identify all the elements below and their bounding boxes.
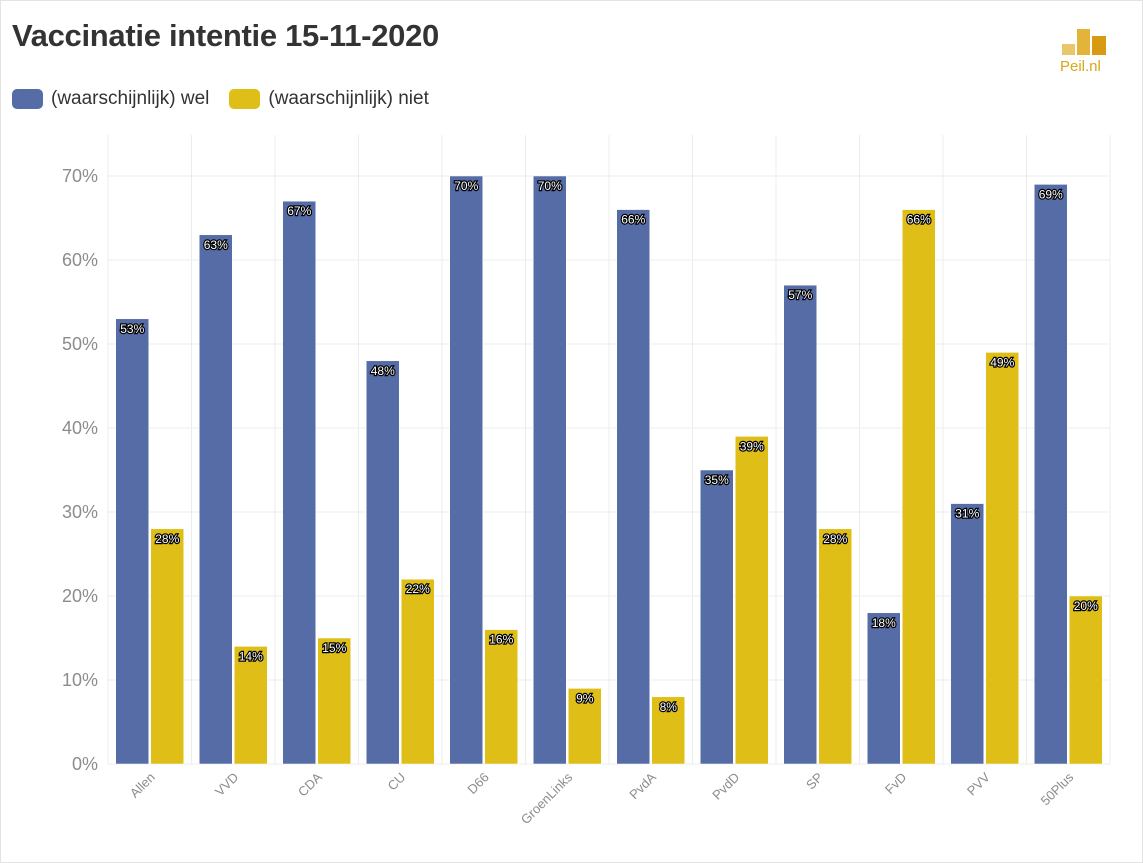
data-label: 8% [660,700,678,714]
data-label: 66% [907,213,931,227]
data-label: 28% [155,532,179,546]
chart-legend: (waarschijnlijk) wel (waarschijnlijk) ni… [12,88,449,110]
data-label: 28% [823,532,847,546]
data-label: 35% [705,473,729,487]
bar-wel [199,234,233,765]
bar-niet [902,209,936,765]
y-tick-label: 20% [62,586,98,606]
x-tick-label: VVD [212,770,242,800]
legend-label-wel: (waarschijnlijk) wel [51,88,210,109]
bar-niet [985,352,1019,765]
bar-wel [366,360,400,765]
x-tick-label: SP [803,770,826,793]
y-tick-label: 10% [62,670,98,690]
y-tick-label: 50% [62,334,98,354]
data-label: 15% [322,641,346,655]
x-tick-label: CDA [295,769,325,799]
data-label: 14% [239,649,263,663]
bar-niet [735,436,769,765]
bar-wel [616,209,650,765]
bar-niet [1069,595,1103,765]
data-label: 63% [204,238,228,252]
y-tick-label: 60% [62,250,98,270]
data-label: 66% [621,213,645,227]
bar-wel [282,200,316,765]
bar-wel [783,284,817,765]
data-label: 70% [538,179,562,193]
bar-niet [651,696,685,765]
y-tick-label: 70% [62,166,98,186]
chart-title: Vaccinatie intentie 15-11-2020 [12,18,439,53]
x-tick-label: CU [384,770,408,794]
brand-name: Peil.nl [1060,58,1101,75]
data-label: 9% [576,691,594,705]
y-tick-label: 30% [62,502,98,522]
x-tick-label: 50Plus [1038,769,1077,808]
data-label: 31% [955,507,979,521]
bar-wel [867,612,901,765]
bar-niet [234,646,268,765]
data-label: 53% [120,322,144,336]
legend-swatch-wel [12,89,43,109]
data-label: 16% [489,633,513,647]
bar-wel [700,469,734,765]
x-tick-label: GroenLinks [518,769,576,827]
legend-item-wel[interactable]: (waarschijnlijk) wel [12,88,209,110]
bar-wel [115,318,149,765]
data-label: 39% [740,439,764,453]
y-tick-label: 40% [62,418,98,438]
x-tick-label: PVV [964,769,993,798]
bar-wel [533,175,567,765]
data-label: 48% [371,364,395,378]
bar-wel [1034,184,1068,765]
x-tick-label: PvdA [626,769,659,802]
y-tick-label: 0% [72,754,98,774]
peil-logo-icon [1058,26,1112,76]
bar-niet [484,629,518,765]
x-tick-label: Allen [127,770,158,801]
data-label: 69% [1039,187,1063,201]
bar-niet [317,637,351,765]
data-label: 22% [406,582,430,596]
legend-swatch-niet [229,89,261,109]
data-label: 18% [872,616,896,630]
bar-wel [950,503,984,765]
x-tick-label: D66 [464,770,491,797]
data-label: 57% [788,288,812,302]
legend-label-niet: (waarschijnlijk) niet [268,88,429,109]
legend-item-niet[interactable]: (waarschijnlijk) niet [229,88,429,110]
bar-niet [150,528,184,765]
bar-niet [401,578,435,765]
bar-niet [818,528,852,765]
data-label: 20% [1074,599,1098,613]
bar-wel [449,175,483,765]
bar-niet [568,688,602,765]
x-tick-label: FvD [882,770,909,797]
data-label: 49% [990,355,1014,369]
data-label: 67% [287,204,311,218]
x-tick-label: PvdD [709,770,742,803]
data-label: 70% [454,179,478,193]
